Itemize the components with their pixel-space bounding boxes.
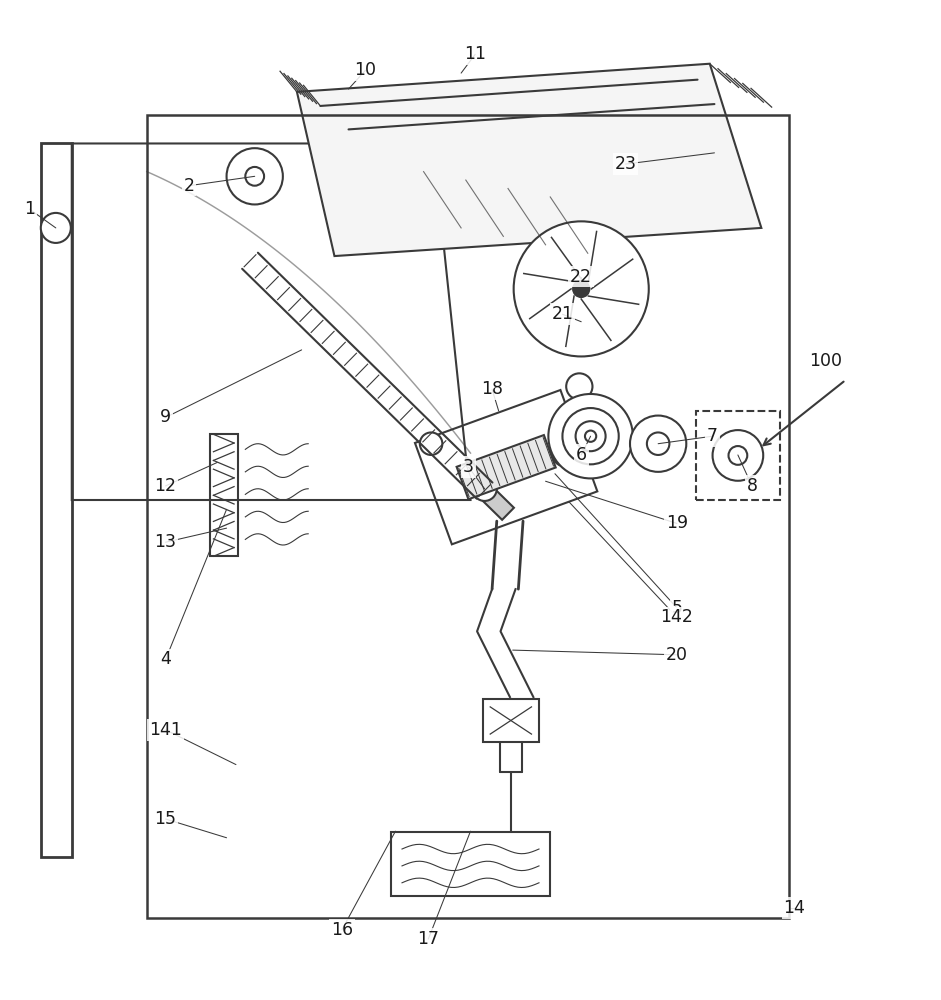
Text: 22: 22 [570, 268, 592, 286]
Circle shape [576, 421, 606, 451]
Circle shape [40, 213, 71, 243]
Text: 142: 142 [661, 608, 694, 626]
Text: 11: 11 [464, 45, 486, 63]
Circle shape [563, 408, 619, 464]
Bar [695, 411, 780, 500]
Text: 2: 2 [183, 177, 195, 195]
Circle shape [553, 444, 576, 466]
Text: 17: 17 [417, 930, 439, 948]
Circle shape [246, 167, 264, 186]
Circle shape [227, 148, 283, 204]
Circle shape [566, 373, 593, 400]
Text: 9: 9 [160, 408, 171, 426]
Circle shape [573, 281, 589, 297]
Circle shape [549, 394, 632, 478]
Bar [210, 434, 238, 556]
Bar [483, 699, 539, 742]
Text: 6: 6 [576, 446, 587, 464]
Text: 19: 19 [666, 514, 688, 532]
Circle shape [712, 430, 763, 481]
Text: 14: 14 [783, 899, 805, 917]
Circle shape [472, 477, 497, 501]
Circle shape [585, 431, 597, 442]
Text: 20: 20 [666, 646, 688, 664]
Circle shape [420, 432, 442, 455]
Text: 8: 8 [746, 477, 758, 495]
Bar [147, 115, 789, 918]
Polygon shape [297, 64, 761, 256]
Text: 13: 13 [154, 533, 177, 551]
Circle shape [630, 416, 686, 472]
Text: 3: 3 [463, 458, 474, 476]
Bar [391, 832, 550, 896]
Text: 15: 15 [154, 810, 177, 828]
Text: 1: 1 [24, 200, 35, 218]
Bar [40, 143, 72, 857]
Text: 18: 18 [481, 380, 503, 398]
Text: 12: 12 [154, 477, 177, 495]
Text: 100: 100 [808, 352, 841, 370]
Text: 23: 23 [614, 155, 636, 173]
Text: 7: 7 [707, 427, 718, 445]
Polygon shape [456, 435, 556, 499]
Text: 21: 21 [551, 305, 573, 323]
Circle shape [514, 221, 648, 356]
Circle shape [728, 446, 747, 465]
Polygon shape [474, 480, 514, 520]
Circle shape [646, 432, 669, 455]
Text: 16: 16 [331, 921, 353, 939]
Text: 141: 141 [149, 721, 182, 739]
Text: 5: 5 [672, 599, 682, 617]
Text: 4: 4 [160, 650, 171, 668]
Text: 10: 10 [355, 61, 376, 79]
